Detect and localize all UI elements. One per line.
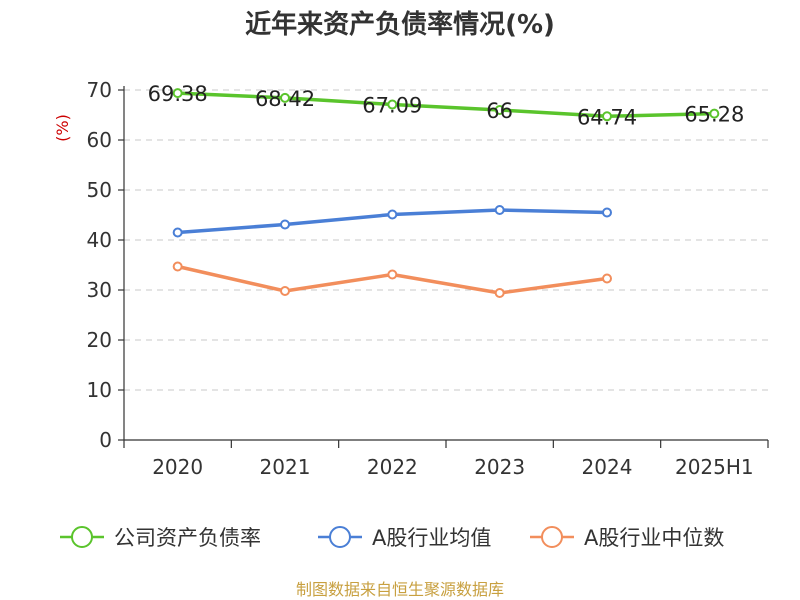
data-point <box>172 261 183 272</box>
data-point <box>172 88 183 99</box>
x-tick-label: 2020 <box>152 455 203 479</box>
data-label: 68.42 <box>255 87 315 111</box>
series-line-0 <box>175 91 717 119</box>
y-tick-label: 0 <box>99 428 112 452</box>
y-tick-label: 40 <box>87 228 112 252</box>
y-tick-label: 50 <box>87 178 112 202</box>
legend-marker-1 <box>329 526 351 548</box>
y-tick-label: 30 <box>87 278 112 302</box>
y-ticks: 0 10 20 30 40 50 60 70 <box>87 78 124 452</box>
y-tick-label: 10 <box>87 378 112 402</box>
x-tick-label: 2021 <box>260 455 311 479</box>
data-label: 66 <box>486 99 513 123</box>
data-point <box>387 99 398 110</box>
legend-marker-2 <box>541 526 563 548</box>
data-point <box>602 111 612 122</box>
chart-title: 近年来资产负债率情况(%) <box>245 9 555 40</box>
x-tick-label: 2022 <box>367 455 418 479</box>
legend-label-1: A股行业均值 <box>372 526 491 550</box>
legend-marker-0 <box>71 526 93 548</box>
x-ticks: 2020 2021 2022 2023 2024 2025H1 <box>123 440 769 479</box>
source-note: 制图数据来自恒生聚源数据库 <box>296 580 504 599</box>
data-label: 65.28 <box>684 103 744 127</box>
data-label: 67.09 <box>362 94 422 118</box>
legend-label-0: 公司资产负债率 <box>114 526 261 550</box>
y-tick-label: 20 <box>87 328 112 352</box>
data-label: 64.74 <box>577 105 637 129</box>
data-point <box>280 92 290 103</box>
data-labels: 69.38 68.42 67.09 66 64.74 65.28 <box>148 82 745 129</box>
grid <box>124 89 768 391</box>
y-tick-label: 60 <box>87 128 112 152</box>
y-axis-label: (%) <box>53 114 72 142</box>
data-point <box>494 205 505 215</box>
data-point <box>280 286 290 296</box>
data-point <box>494 105 505 115</box>
data-point <box>602 207 612 218</box>
data-label: 69.38 <box>148 82 208 106</box>
data-point <box>280 219 290 230</box>
y-tick-label: 70 <box>87 78 112 102</box>
data-point <box>494 288 505 298</box>
legend-label-2: A股行业中位数 <box>584 526 724 550</box>
legend: 公司资产负债率 A股行业均值 A股行业中位数 <box>60 526 724 550</box>
x-tick-label: 2023 <box>474 455 525 479</box>
axes <box>123 86 768 441</box>
x-tick-label: 2024 <box>582 455 633 479</box>
series <box>172 88 720 298</box>
data-point <box>602 273 612 284</box>
data-point <box>172 227 183 238</box>
data-point <box>709 108 720 119</box>
data-point <box>387 209 398 220</box>
data-point <box>387 269 398 280</box>
x-tick-label: 2025H1 <box>675 455 754 479</box>
